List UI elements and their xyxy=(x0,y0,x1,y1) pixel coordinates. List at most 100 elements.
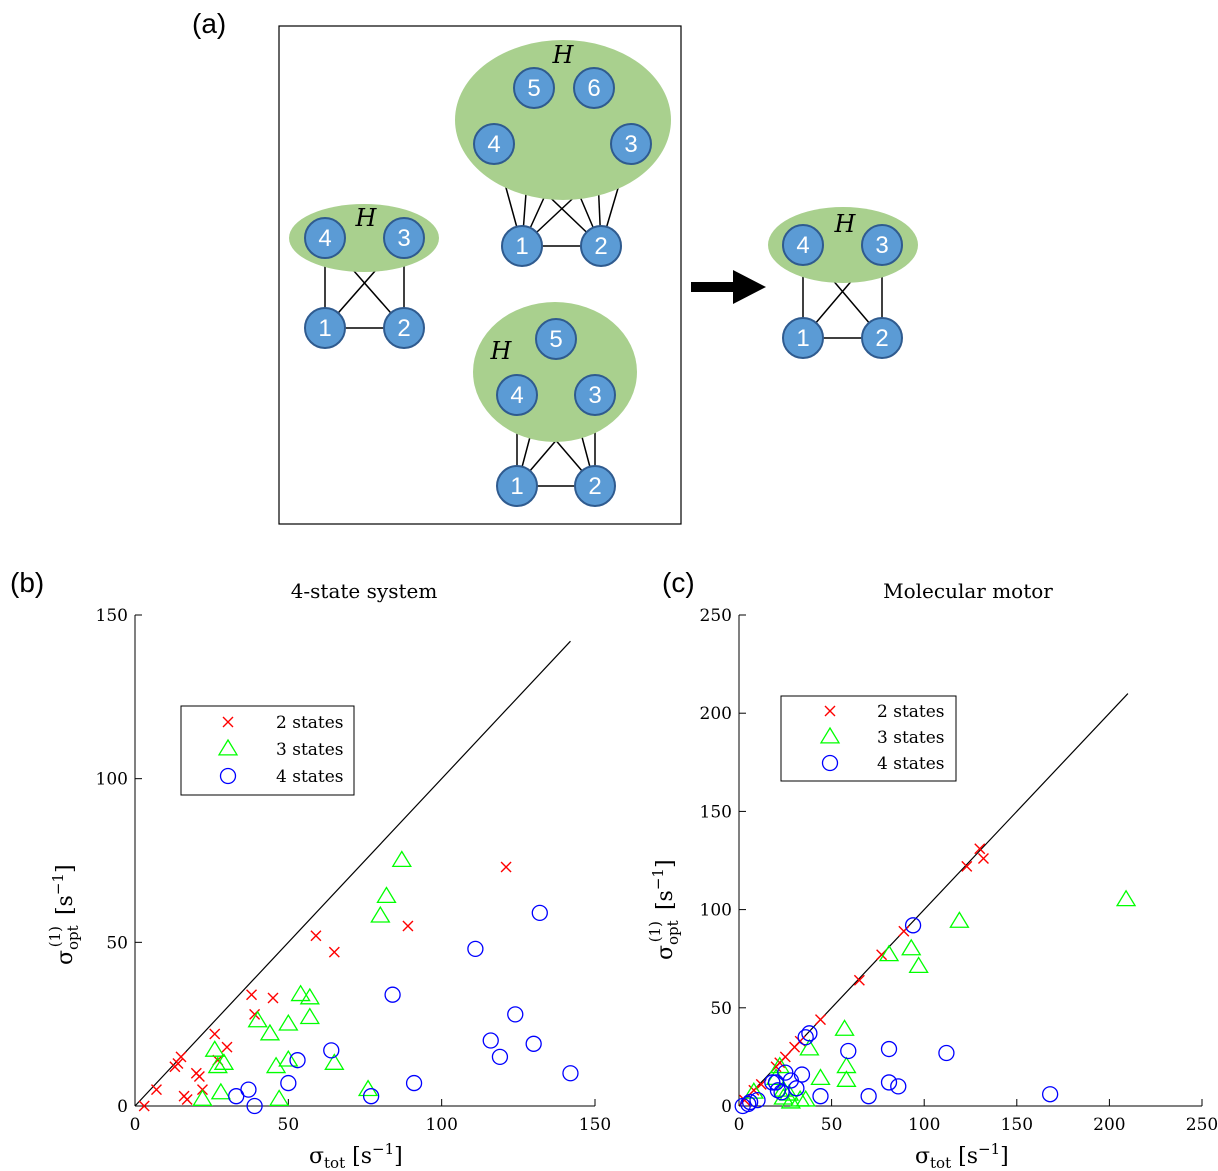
data-point xyxy=(172,1057,184,1069)
legend-label: 2 states xyxy=(877,702,945,722)
y-tick-label: 0 xyxy=(721,1097,732,1117)
x-tick-label: 100 xyxy=(908,1115,940,1135)
graph-node-label: 6 xyxy=(587,75,600,102)
data-point xyxy=(773,1084,790,1101)
graph-node-label: 3 xyxy=(624,131,637,158)
data-point xyxy=(207,1056,228,1074)
legend-marker xyxy=(217,738,239,756)
data-point xyxy=(780,1091,802,1109)
data-point xyxy=(210,1082,232,1100)
graph-node xyxy=(782,317,824,359)
graph-node-label: 2 xyxy=(397,315,410,342)
network-nodes: 1 2 3 4 1 2 3 4 5 6 1 2 3 4 5 1 2 3 4 xyxy=(304,67,903,507)
legend-marker xyxy=(222,716,234,728)
data-point xyxy=(525,1035,542,1052)
data-point xyxy=(246,989,258,1001)
graph-node-label: 4 xyxy=(318,225,331,252)
chart-c-plot: 0 50 100 150 200 250 0 50 100 150 200 250 xyxy=(700,606,1218,1135)
legend-label: 4 states xyxy=(877,754,945,774)
data-point xyxy=(769,1082,787,1099)
x-tick-label: 100 xyxy=(425,1115,457,1135)
data-point xyxy=(204,1040,225,1057)
data-point xyxy=(840,1042,857,1060)
legend-marker xyxy=(819,726,841,744)
legend-label: 4 states xyxy=(276,767,344,787)
graph-node-label: 4 xyxy=(510,382,523,409)
graph-node xyxy=(304,217,346,259)
graph-node xyxy=(383,217,425,259)
graph-node xyxy=(304,307,346,349)
data-point xyxy=(278,1049,299,1067)
data-point xyxy=(328,946,340,958)
graph-node xyxy=(501,225,543,267)
data-point xyxy=(299,987,320,1005)
data-point xyxy=(810,1068,831,1086)
y-tick-label: 100 xyxy=(700,901,732,921)
graph-node xyxy=(535,318,577,360)
data-point xyxy=(240,1081,257,1098)
data-point xyxy=(740,1095,757,1113)
data-point xyxy=(904,917,922,934)
graph-node xyxy=(496,374,538,416)
chart-b-legend: 2 states 3 states 4 states xyxy=(180,705,355,796)
data-point xyxy=(280,1074,297,1092)
group-h-region xyxy=(455,40,671,200)
y-tick-label: 100 xyxy=(96,770,128,790)
graph-node-label: 2 xyxy=(594,233,607,260)
graph-node xyxy=(496,465,538,507)
data-point xyxy=(370,905,391,923)
data-point xyxy=(1041,1086,1059,1103)
data-point xyxy=(977,853,989,865)
data-point xyxy=(290,984,311,1002)
data-point xyxy=(901,938,922,956)
panel-b-chart: (b) 4-state system 0 50 100 150 0 50 100 150 2 … xyxy=(10,567,611,1171)
data-point xyxy=(836,1070,857,1087)
data-point xyxy=(1115,889,1137,907)
data-point xyxy=(299,1007,320,1025)
legend-label: 3 states xyxy=(276,740,344,760)
data-point xyxy=(748,1084,760,1096)
group-h-label: H xyxy=(355,204,378,232)
data-point xyxy=(797,1029,814,1046)
graph-node-label: 3 xyxy=(397,225,410,252)
data-point xyxy=(278,1013,299,1031)
legend-marker xyxy=(219,767,237,785)
x-tick-label: 150 xyxy=(1001,1115,1033,1135)
graph-node-label: 4 xyxy=(796,232,809,259)
panel-a-network-diagram: (a) H H H H 1 2 3 4 1 2 3 4 5 6 1 2 3 4 5 1 2 3 4 xyxy=(192,8,918,525)
chart-b-y-axis-label: σopt(1) [s−1] xyxy=(46,864,82,965)
data-point xyxy=(961,860,973,872)
data-point xyxy=(310,930,322,942)
data-point xyxy=(192,1089,213,1106)
data-point xyxy=(834,1019,855,1036)
data-point xyxy=(938,1044,955,1062)
data-point xyxy=(181,1093,193,1105)
data-point xyxy=(880,1074,898,1091)
data-point xyxy=(193,1071,205,1083)
y-tick-label: 250 xyxy=(700,606,732,626)
graph-node-label: 1 xyxy=(515,233,528,260)
data-point xyxy=(880,1040,898,1058)
data-point xyxy=(799,1038,820,1056)
panel-a-box xyxy=(278,25,682,525)
graph-node-label: 2 xyxy=(875,325,888,352)
data-point xyxy=(860,1088,877,1105)
data-point xyxy=(801,1025,818,1042)
x-tick-label: 150 xyxy=(579,1115,611,1135)
y-tick-label: 150 xyxy=(96,606,128,626)
data-point xyxy=(491,1048,509,1066)
graph-node-label: 1 xyxy=(510,473,523,500)
reference-line xyxy=(134,640,571,1107)
data-point xyxy=(793,1066,811,1083)
legend-marker xyxy=(824,705,836,717)
chart-b-x-axis-label: σtot [s−1] xyxy=(309,1140,403,1171)
graph-node-label: 1 xyxy=(796,325,809,352)
data-point xyxy=(138,1100,150,1112)
graph-node xyxy=(473,123,515,165)
y-tick-label: 0 xyxy=(117,1097,128,1117)
graph-node xyxy=(573,67,615,109)
graph-node-label: 5 xyxy=(527,75,540,102)
chart-b-plot: 0 50 100 150 0 50 100 150 xyxy=(96,606,612,1135)
data-point xyxy=(814,1014,826,1026)
data-point xyxy=(853,974,865,986)
